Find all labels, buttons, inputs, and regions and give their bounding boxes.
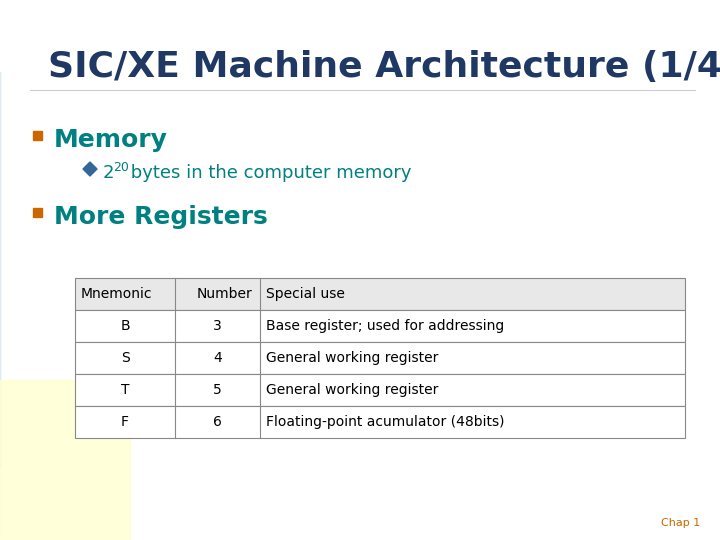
Text: 6: 6 [213, 415, 222, 429]
Text: SIC/XE Machine Architecture (1/4): SIC/XE Machine Architecture (1/4) [48, 50, 720, 84]
Text: Base register; used for addressing: Base register; used for addressing [266, 319, 504, 333]
Text: S: S [121, 351, 130, 365]
Text: Floating-point acumulator (48bits): Floating-point acumulator (48bits) [266, 415, 505, 429]
Text: Mnemonic: Mnemonic [81, 287, 153, 301]
Bar [75, 342, 685, 374]
Text: Number: Number [197, 287, 253, 301]
Text: B: B [120, 319, 130, 333]
Text: bytes in the computer memory: bytes in the computer memory [125, 164, 412, 182]
Text: General working register: General working register [266, 383, 438, 397]
Text: Memory: Memory [54, 128, 168, 152]
Text: T: T [121, 383, 130, 397]
Text: General working register: General working register [266, 351, 438, 365]
Text: F: F [121, 415, 129, 429]
Text: 3: 3 [213, 319, 222, 333]
Text: 20: 20 [113, 161, 129, 174]
Text: Chap 1: Chap 1 [661, 518, 700, 528]
Text: Special use: Special use [266, 287, 345, 301]
Bar [75, 278, 685, 310]
Polygon shape [83, 162, 97, 176]
Text: 2: 2 [103, 164, 114, 182]
Bar [33, 208, 42, 217]
Bar [75, 310, 685, 342]
Bar [75, 374, 685, 406]
Bar [75, 406, 685, 438]
Bar [33, 131, 42, 140]
Text: 5: 5 [213, 383, 222, 397]
Text: More Registers: More Registers [54, 205, 268, 229]
Text: 4: 4 [213, 351, 222, 365]
